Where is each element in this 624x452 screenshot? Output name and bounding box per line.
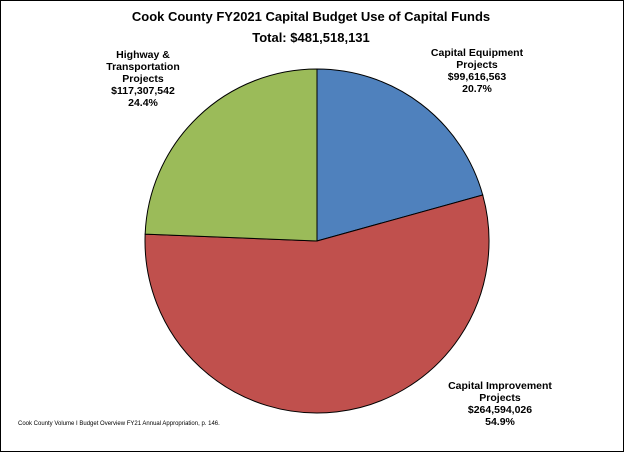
slice-label-name-line: Projects	[122, 73, 164, 85]
slice-label-name-line: Capital Equipment	[430, 47, 524, 59]
pie-slice-capital-improvement	[144, 194, 490, 414]
slice-label-name-line: Capital Improvement	[448, 380, 552, 392]
slice-label-percent: 54.9%	[485, 416, 515, 428]
slice-label-capital-improvement: Capital Improvement Projects $264,594,02…	[425, 380, 575, 428]
slice-label-amount: $99,616,563	[447, 71, 507, 83]
slice-label-name-line: Transportation	[106, 61, 180, 73]
slice-label-amount: $264,594,026	[467, 404, 533, 416]
pie-slice-highway-transportation	[144, 68, 318, 242]
slice-label-amount: $117,307,542	[111, 85, 175, 97]
chart-subtitle: Total: $481,518,131	[252, 30, 370, 45]
slice-label-highway-transportation: Highway & Transportation Projects $117,3…	[88, 49, 198, 109]
slice-label-capital-equipment: Capital Equipment Projects $99,616,563 2…	[412, 47, 542, 95]
slice-label-percent: 24.4%	[128, 97, 158, 109]
source-note: Cook County Volume I Budget Overview FY2…	[18, 421, 220, 427]
chart-title: Cook County FY2021 Capital Budget Use of…	[131, 9, 491, 24]
slice-label-percent: 20.7%	[462, 83, 492, 95]
slice-label-name-line: Highway &	[116, 49, 170, 61]
slice-label-name-line: Projects	[479, 392, 521, 404]
slice-label-name-line: Projects	[456, 59, 498, 71]
pie-slice-capital-equipment	[316, 68, 484, 242]
